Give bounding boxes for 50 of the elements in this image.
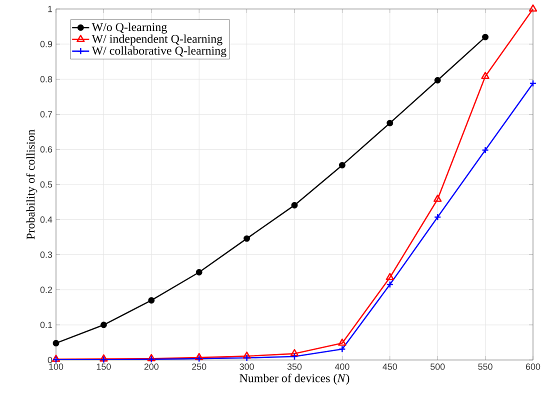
y-axis-title: Probability of collision	[26, 130, 38, 240]
x-tick-label: 200	[144, 364, 159, 370]
x-tick-label: 150	[96, 364, 111, 370]
y-tick-label: 0.8	[40, 76, 52, 82]
y-tick-label: 0	[48, 356, 52, 364]
point	[243, 354, 250, 362]
legend-label: W/o Q-learning	[92, 22, 167, 34]
point	[386, 280, 394, 288]
point	[148, 297, 155, 304]
point	[196, 269, 202, 276]
x-tick-label: 350	[287, 364, 302, 370]
legend-label: W/ collaborative Q-learning	[92, 46, 226, 58]
point	[386, 120, 394, 126]
y-tick-label: 0.9	[40, 40, 52, 48]
legend-label: W/ independent Q-learning	[92, 34, 222, 46]
x-tick-label: 100	[49, 364, 64, 370]
y-tick-label: 0.2	[40, 286, 52, 293]
point	[434, 77, 441, 84]
point	[482, 146, 489, 154]
x-tick-label: 550	[478, 364, 492, 370]
point	[290, 349, 299, 356]
y-tick-label: 0.1	[40, 322, 52, 328]
x-tick-label: 500	[430, 364, 445, 370]
point	[528, 4, 538, 12]
point	[290, 352, 298, 360]
x-tick-label: 450	[382, 364, 398, 370]
point	[434, 194, 442, 202]
x-tick-label: 250	[192, 364, 206, 370]
y-tick-label: 0.4	[40, 216, 52, 223]
point	[338, 338, 346, 346]
x-axis-title: Number of devices (N)	[240, 374, 350, 385]
y-tick-label: 1	[48, 6, 52, 12]
point	[244, 235, 250, 242]
point	[481, 72, 490, 80]
point	[338, 345, 346, 353]
x-tick-label: 400	[334, 364, 350, 370]
point	[386, 272, 394, 280]
point	[242, 352, 251, 359]
point	[482, 34, 489, 40]
point	[52, 340, 60, 346]
point	[291, 202, 298, 208]
y-tick-label: 0.7	[40, 111, 52, 118]
y-tick-label: 0.5	[40, 181, 52, 188]
point	[434, 214, 442, 221]
point	[338, 162, 346, 168]
x-tick-label: 600	[526, 364, 540, 370]
point	[100, 322, 107, 328]
y-tick-label: 0.3	[40, 252, 52, 258]
x-tick-label: 300	[240, 364, 254, 370]
y-tick-label: 0.6	[40, 146, 52, 153]
